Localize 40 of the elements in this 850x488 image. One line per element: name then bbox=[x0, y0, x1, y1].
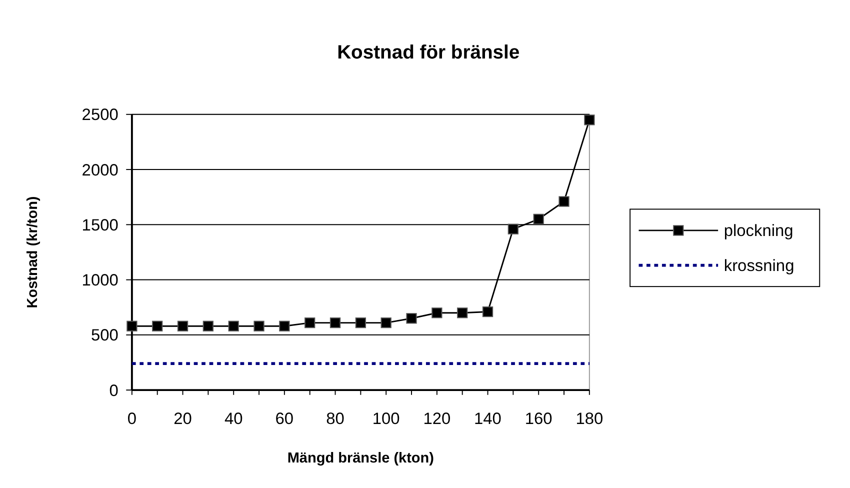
y-tick-label: 0 bbox=[109, 382, 118, 400]
y-axis-title: Kostnad (kr/ton) bbox=[25, 196, 42, 308]
x-tick-label: 80 bbox=[326, 410, 344, 428]
point bbox=[380, 317, 392, 328]
point bbox=[355, 317, 366, 328]
point bbox=[177, 320, 188, 332]
point bbox=[152, 320, 163, 332]
x-axis-title: Mängd bränsle (kton) bbox=[287, 450, 434, 467]
y-tick-label: 1000 bbox=[82, 272, 118, 290]
x-tick-label: 160 bbox=[524, 410, 552, 428]
point bbox=[533, 214, 544, 224]
x-tick-label: 120 bbox=[423, 410, 451, 428]
point bbox=[457, 308, 468, 318]
point bbox=[558, 196, 570, 207]
point bbox=[432, 308, 442, 318]
x-tick-label: 0 bbox=[127, 410, 137, 428]
point bbox=[584, 114, 595, 126]
point bbox=[254, 320, 264, 332]
point bbox=[279, 320, 290, 332]
point bbox=[228, 320, 239, 332]
legend-label: plockning bbox=[724, 222, 794, 240]
point bbox=[304, 317, 316, 328]
y-tick-label: 500 bbox=[90, 326, 118, 345]
x-tick-label: 180 bbox=[576, 410, 604, 428]
point bbox=[330, 317, 341, 328]
point bbox=[482, 306, 494, 318]
point bbox=[406, 313, 417, 324]
point bbox=[202, 320, 214, 332]
point bbox=[508, 224, 518, 234]
point bbox=[126, 320, 138, 332]
x-tick-label: 140 bbox=[474, 410, 502, 428]
y-tick-label: 2500 bbox=[82, 106, 118, 124]
chart-title: Kostnad för bränsle bbox=[337, 41, 520, 64]
x-tick-label: 20 bbox=[174, 410, 192, 428]
x-tick-label: 40 bbox=[224, 410, 243, 428]
x-tick-label: 100 bbox=[372, 410, 400, 428]
legend-label: krossning bbox=[724, 257, 794, 276]
x-tick-label: 60 bbox=[275, 410, 294, 428]
y-tick-label: 1500 bbox=[82, 216, 118, 234]
y-tick-label: 2000 bbox=[82, 161, 118, 180]
